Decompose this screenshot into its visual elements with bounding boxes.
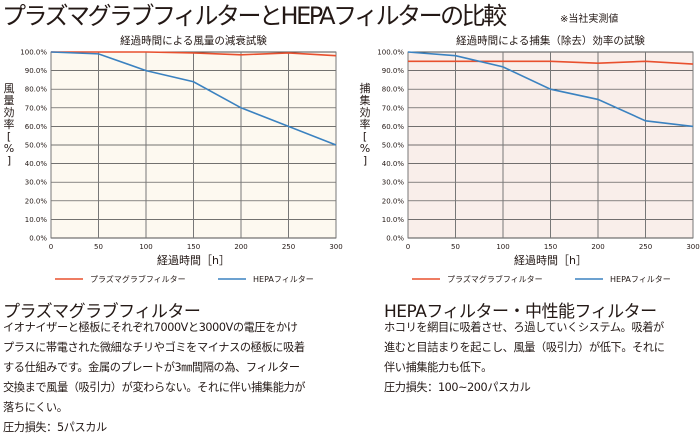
plasma-line: する仕組みです。金属のプレートが3㎜間隔の為、フィルター xyxy=(3,361,300,374)
hepa-line: 圧力損失：100~200パスカル xyxy=(384,381,531,394)
y-axis-label-char: [ xyxy=(7,130,11,143)
y-axis-label-char: 量 xyxy=(4,94,15,107)
y-axis-label-char: 率 xyxy=(360,117,371,131)
x-tick-label: 200 xyxy=(234,243,247,251)
x-tick-label: 200 xyxy=(591,243,604,251)
y-tick-label: 0.0% xyxy=(386,235,404,243)
y-tick-label: 100.0% xyxy=(377,49,404,57)
x-tick-label: 300 xyxy=(329,243,342,251)
x-tick-label: 50 xyxy=(94,243,103,251)
x-tick-label: 300 xyxy=(686,243,699,251)
y-tick-label: 0.0% xyxy=(29,235,47,243)
y-tick-label: 30.0% xyxy=(25,179,48,187)
x-tick-label: 50 xyxy=(451,243,460,251)
y-tick-label: 80.0% xyxy=(25,86,48,94)
y-axis-label-char: 率 xyxy=(4,117,15,131)
legend-label: HEPAフィルター xyxy=(610,275,671,284)
hepa-line: 進むと目詰まりを起こし、風量（吸引力）が低下。それに xyxy=(384,341,665,354)
legend-label: HEPAフィルター xyxy=(253,275,314,284)
y-tick-label: 70.0% xyxy=(382,104,405,112)
hepa-line: ホコリを網目に吸着させ、ろ過していくシステム。吸着が xyxy=(384,321,664,334)
x-axis-label: 経過時間［h］ xyxy=(514,254,587,267)
y-tick-label: 40.0% xyxy=(25,160,48,168)
y-tick-label: 70.0% xyxy=(25,104,48,112)
plasma-line: プラスに帯電された微細なチリやゴミをマイナスの極板に吸着 xyxy=(3,341,305,354)
x-tick-label: 0 xyxy=(406,243,410,251)
plasma-section-body: イオナイザーと極板にそれぞれ7000Vと3000Vの電圧をかけ プラスに帯電され… xyxy=(3,318,305,438)
y-tick-label: 20.0% xyxy=(25,197,48,205)
y-tick-label: 20.0% xyxy=(382,197,405,205)
plasma-line: 交換まで風量（吸引力）が変わらない。それに伴い捕集能力が xyxy=(3,381,306,394)
x-axis-label: 経過時間［h］ xyxy=(157,254,230,267)
y-tick-label: 30.0% xyxy=(382,179,405,187)
y-tick-label: 60.0% xyxy=(382,123,405,131)
y-axis-label-char: ] xyxy=(363,154,367,167)
hepa-line: 伴い捕集能力も低下。 xyxy=(384,361,492,374)
y-tick-label: 50.0% xyxy=(382,142,405,150)
chart-title: 経過時間による捕集（除去）効率の試験 xyxy=(456,34,645,47)
legend-label: プラズマグラブフィルター xyxy=(90,274,186,284)
y-axis-label-char: [ xyxy=(363,130,367,143)
y-tick-label: 10.0% xyxy=(382,216,405,224)
y-axis-label-char: 効 xyxy=(360,105,371,119)
x-tick-label: 250 xyxy=(639,243,652,251)
chart-title: 経過時間による風量の減衰試験 xyxy=(120,34,267,47)
capture-efficiency-chart: 経過時間による捕集（除去）効率の試験 0.0% 10.0% 20.0% 30.0% 40.… xyxy=(360,34,700,284)
y-axis-label-char: ] xyxy=(7,154,11,167)
plasma-line: 圧力損失：5パスカル xyxy=(3,421,107,434)
y-tick-label: 90.0% xyxy=(382,67,405,75)
x-tick-label: 150 xyxy=(544,243,557,251)
legend-label: プラズマグラブフィルター xyxy=(447,274,543,284)
y-tick-label: 90.0% xyxy=(25,67,48,75)
y-tick-label: 80.0% xyxy=(382,86,405,94)
y-tick-label: 10.0% xyxy=(25,216,48,224)
page-title: プラズマグラブフィルターとHEPAフィルターの比較 xyxy=(2,2,507,30)
y-tick-label: 100.0% xyxy=(20,49,47,57)
plasma-section-heading: プラズマグラブフィルター xyxy=(3,302,201,322)
x-tick-label: 100 xyxy=(496,243,509,251)
y-axis-label-char: 風 xyxy=(4,82,15,95)
y-axis-label-char: 集 xyxy=(360,93,371,107)
hepa-section-body: ホコリを網目に吸着させ、ろ過していくシステム。吸着が 進むと目詰まりを起こし、風… xyxy=(384,318,665,398)
x-tick-label: 100 xyxy=(139,243,152,251)
airflow-decay-chart: 経過時間による風量の減衰試験 0.0% 10.0% 20.0% 30.0% 40.0% 50… xyxy=(4,34,343,284)
y-tick-label: 40.0% xyxy=(382,160,405,168)
hepa-section-heading: HEPAフィルター・中性能フィルター xyxy=(384,302,657,322)
y-axis-label-char: % xyxy=(4,142,14,155)
y-axis-label-char: 効 xyxy=(4,105,15,119)
measurement-note: ※当社実測値 xyxy=(560,14,619,25)
plasma-line: イオナイザーと極板にそれぞれ7000Vと3000Vの電圧をかけ xyxy=(3,321,298,334)
y-axis-label-char: % xyxy=(360,142,370,155)
plasma-line: 落ちにくい。 xyxy=(3,401,68,414)
x-tick-label: 250 xyxy=(282,243,295,251)
y-axis-label-char: 捕 xyxy=(360,81,371,95)
x-tick-label: 150 xyxy=(187,243,200,251)
y-tick-label: 60.0% xyxy=(25,123,48,131)
y-tick-label: 50.0% xyxy=(25,142,48,150)
x-tick-label: 0 xyxy=(49,243,53,251)
